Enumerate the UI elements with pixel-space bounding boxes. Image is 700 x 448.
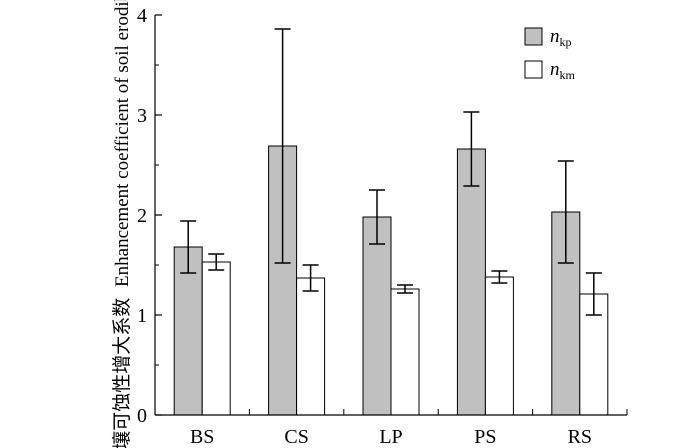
bar-km-rs bbox=[579, 293, 609, 416]
bar-kp-lp bbox=[362, 216, 392, 416]
error-bar-km-ps bbox=[491, 270, 508, 284]
legend-item-km: nkm bbox=[524, 59, 576, 82]
error-bar-kp-cs bbox=[274, 28, 291, 264]
error-bars-layer bbox=[180, 28, 602, 316]
bar-kp-ps bbox=[456, 148, 486, 416]
y-tick-label-3: 3 bbox=[137, 105, 147, 127]
legend-label-sub: km bbox=[560, 68, 576, 82]
bar-kp-bs bbox=[173, 246, 203, 416]
legend-item-kp: nkp bbox=[524, 26, 572, 49]
x-tick-label-bs: BS bbox=[190, 426, 214, 448]
error-bar-km-cs bbox=[302, 264, 319, 292]
bar-km-ps bbox=[484, 276, 514, 416]
y-tick-label-1: 1 bbox=[137, 305, 147, 327]
legend-swatch-km bbox=[524, 60, 543, 79]
y-axis-label-cn: 土壤可蚀性增大系数 bbox=[111, 298, 133, 448]
bar-km-bs bbox=[201, 261, 231, 416]
bar-km-lp bbox=[390, 288, 420, 416]
legend-label-main: n bbox=[550, 59, 560, 80]
error-bar-kp-rs bbox=[557, 160, 574, 264]
legend-label-main: n bbox=[550, 26, 560, 47]
x-tick-label-lp: LP bbox=[379, 426, 402, 448]
x-tick-label-cs: CS bbox=[284, 426, 308, 448]
bars-layer bbox=[173, 145, 609, 416]
bar-km-cs bbox=[296, 277, 326, 416]
y-tick-label-2: 2 bbox=[137, 205, 147, 227]
x-tick-label-rs: RS bbox=[568, 426, 592, 448]
legend-label-sub: kp bbox=[560, 35, 572, 49]
y-axis-label: 土壤可蚀性增大系数 Enhancement coefficient of soi… bbox=[111, 0, 133, 448]
x-tick-label-ps: PS bbox=[474, 426, 496, 448]
legend-label-kp: nkp bbox=[550, 26, 572, 49]
error-bar-km-lp bbox=[397, 284, 413, 294]
legend-swatch-kp bbox=[524, 27, 543, 46]
y-axis-label-text: 土壤可蚀性增大系数 Enhancement coefficient of soi… bbox=[111, 0, 133, 448]
error-bar-kp-lp bbox=[369, 189, 385, 245]
error-bar-km-bs bbox=[208, 253, 225, 271]
y-tick-label-4: 4 bbox=[137, 5, 147, 27]
axes-layer: BS CS LP PS RS 0 1 2 3 4 bbox=[137, 5, 628, 448]
y-tick-label-0: 0 bbox=[137, 405, 147, 427]
error-bar-kp-ps bbox=[463, 111, 480, 187]
error-bar-km-rs bbox=[585, 272, 602, 316]
legend-label-km: nkm bbox=[550, 59, 576, 82]
y-axis-label-en: Enhancement coefficient of soil erodibil… bbox=[112, 0, 133, 287]
error-bar-kp-bs bbox=[180, 220, 197, 274]
